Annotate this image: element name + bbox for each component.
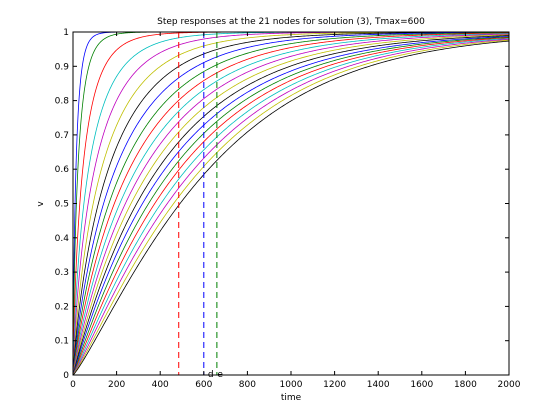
y-tick-label: 0.3 (55, 268, 69, 278)
series-line-node-12 (72, 33, 510, 376)
y-tick-label: 0.5 (55, 200, 69, 210)
y-tick-label: 0.6 (55, 165, 70, 175)
x-tick-label: 400 (152, 380, 169, 390)
annotation-e: e (217, 370, 223, 380)
series-line-node-7 (72, 31, 509, 376)
y-tick-label: 0.8 (55, 97, 70, 107)
x-tick-label: 1400 (367, 380, 390, 390)
chart-title: Step responses at the 21 nodes for solut… (157, 17, 425, 27)
vertical-line-layer (178, 32, 218, 375)
series-line-node-16 (72, 36, 510, 376)
x-tick-label: 800 (239, 380, 256, 390)
x-tick-label: 1000 (280, 380, 303, 390)
series-line-node-17 (72, 37, 510, 376)
x-tick-label: 1800 (454, 380, 477, 390)
series-line-node-11 (72, 33, 510, 376)
y-tick-label: 0.9 (55, 62, 70, 72)
y-tick-label: 1 (63, 28, 69, 38)
x-tick-label: 0 (70, 380, 76, 390)
x-axis-label: time (281, 393, 302, 403)
y-tick-label: 0.4 (55, 234, 70, 244)
y-tick-label: 0.2 (55, 302, 69, 312)
annotation-d: d (208, 370, 214, 380)
series-line-node-21 (72, 40, 510, 376)
tick-layer: 0 200 400 600 800 1000 1200 1400 1600 1800 2000 0 0.… (55, 28, 521, 390)
x-tick-label: 600 (195, 380, 212, 390)
x-tick-label: 200 (108, 380, 125, 390)
x-tick-label: 1600 (410, 380, 433, 390)
x-tick-label: 1200 (323, 380, 346, 390)
y-tick-label: 0.7 (55, 131, 69, 141)
y-tick-label: 0 (63, 371, 69, 381)
x-tick-label: 2000 (498, 380, 521, 390)
y-axis-label: v (36, 201, 46, 207)
plot-area (73, 32, 509, 375)
y-tick-label: 0.1 (55, 337, 69, 347)
